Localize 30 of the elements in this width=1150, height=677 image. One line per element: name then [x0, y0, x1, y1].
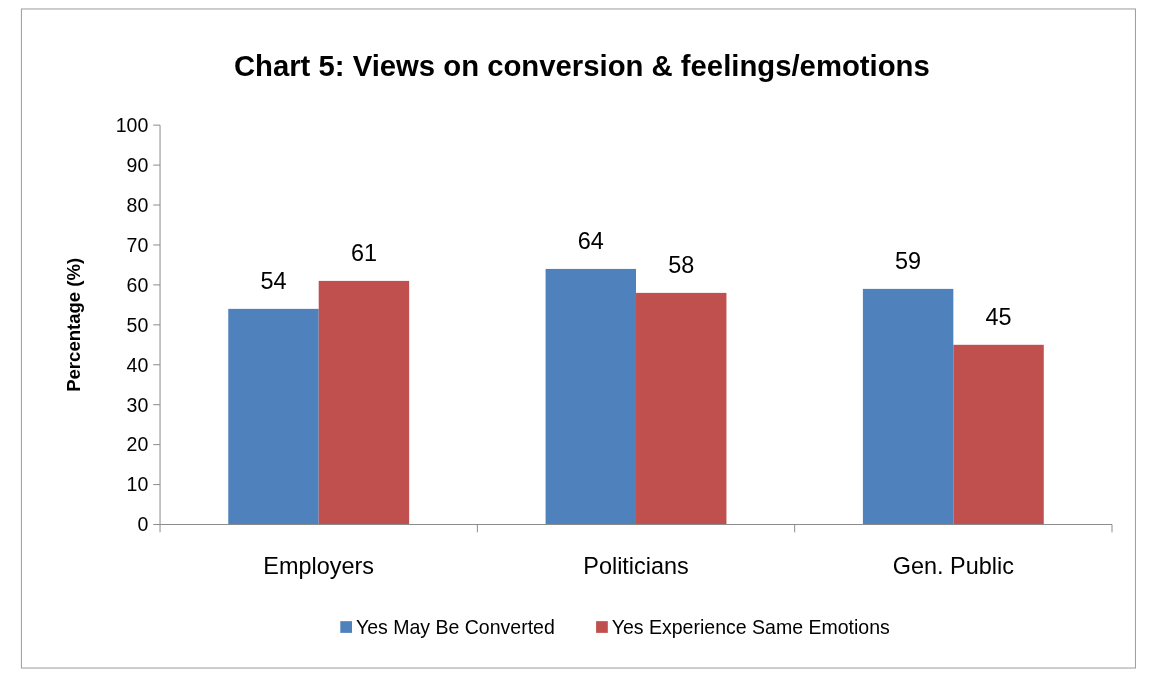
bar [636, 292, 727, 525]
bar [318, 280, 410, 525]
x-tick-label: Employers [263, 553, 375, 580]
data-label: 64 [577, 228, 604, 255]
x-tick-label: Politicians [583, 553, 689, 580]
y-tick-label: 40 [126, 353, 149, 376]
y-tick-label: 100 [115, 114, 149, 136]
data-label: 45 [985, 304, 1012, 331]
y-tick-label: 20 [126, 433, 149, 456]
y-axis-title: Percentage (%) [62, 257, 84, 392]
legend-label: Yes May Be Converted [355, 615, 555, 638]
y-tick-label: 90 [126, 153, 149, 176]
bar [953, 344, 1044, 525]
y-tick-label: 80 [126, 193, 149, 216]
y-tick-label: 60 [126, 273, 149, 296]
data-label: 58 [668, 252, 695, 279]
y-tick-label: 50 [126, 313, 149, 336]
x-tick-label: Gen. Public [892, 553, 1015, 580]
y-tick-label: 30 [126, 393, 149, 416]
data-label: 59 [895, 248, 922, 275]
bar [228, 308, 319, 525]
legend-label: Yes Experience Same Emotions [611, 615, 891, 638]
data-label: 54 [260, 268, 287, 295]
data-label: 61 [350, 240, 377, 267]
y-tick-label: 10 [126, 473, 149, 496]
chart-title: Chart 5: Views on conversion & feelings/emotions [233, 49, 930, 83]
y-tick-label: 0 [137, 513, 149, 536]
bar [545, 268, 637, 525]
bar [862, 288, 954, 525]
y-tick-label: 70 [126, 233, 149, 256]
